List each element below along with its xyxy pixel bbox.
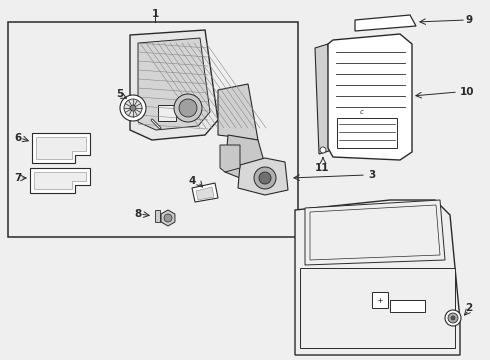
Text: 6: 6 bbox=[14, 133, 22, 143]
Text: 5: 5 bbox=[117, 89, 123, 99]
Polygon shape bbox=[196, 187, 214, 200]
Bar bbox=[158, 105, 176, 121]
Polygon shape bbox=[315, 44, 332, 154]
Text: 7: 7 bbox=[14, 173, 22, 183]
Polygon shape bbox=[225, 135, 265, 178]
Polygon shape bbox=[328, 34, 412, 160]
Circle shape bbox=[174, 94, 202, 122]
Bar bbox=[155, 210, 160, 222]
Polygon shape bbox=[355, 15, 416, 31]
Polygon shape bbox=[310, 205, 440, 260]
Circle shape bbox=[320, 147, 326, 153]
Circle shape bbox=[120, 95, 146, 121]
Polygon shape bbox=[295, 200, 460, 355]
Text: 2: 2 bbox=[466, 303, 473, 313]
Text: c: c bbox=[360, 109, 364, 115]
Polygon shape bbox=[34, 172, 86, 189]
Text: 1: 1 bbox=[151, 9, 159, 19]
Circle shape bbox=[259, 172, 271, 184]
Text: 4: 4 bbox=[189, 176, 196, 186]
Polygon shape bbox=[218, 84, 258, 140]
Polygon shape bbox=[36, 137, 86, 159]
Text: 9: 9 bbox=[466, 15, 472, 25]
Bar bbox=[372, 292, 388, 308]
Polygon shape bbox=[138, 38, 210, 130]
Bar bbox=[390, 300, 425, 312]
Circle shape bbox=[164, 214, 172, 222]
Circle shape bbox=[254, 167, 276, 189]
Circle shape bbox=[448, 313, 458, 323]
Bar bbox=[300, 268, 455, 348]
Text: 10: 10 bbox=[460, 87, 474, 97]
Circle shape bbox=[451, 316, 455, 320]
Polygon shape bbox=[30, 168, 90, 193]
Text: 8: 8 bbox=[134, 209, 142, 219]
Circle shape bbox=[124, 99, 142, 117]
Polygon shape bbox=[130, 30, 218, 140]
Bar bbox=[337, 118, 397, 148]
Polygon shape bbox=[220, 145, 240, 172]
Text: 3: 3 bbox=[368, 170, 375, 180]
Text: 11: 11 bbox=[315, 163, 329, 173]
Bar bbox=[8, 22, 298, 237]
Circle shape bbox=[179, 99, 197, 117]
Circle shape bbox=[130, 105, 136, 111]
Circle shape bbox=[445, 310, 461, 326]
Polygon shape bbox=[192, 183, 218, 202]
Polygon shape bbox=[305, 200, 445, 265]
Polygon shape bbox=[161, 210, 175, 226]
Polygon shape bbox=[238, 158, 288, 195]
Polygon shape bbox=[32, 133, 90, 163]
